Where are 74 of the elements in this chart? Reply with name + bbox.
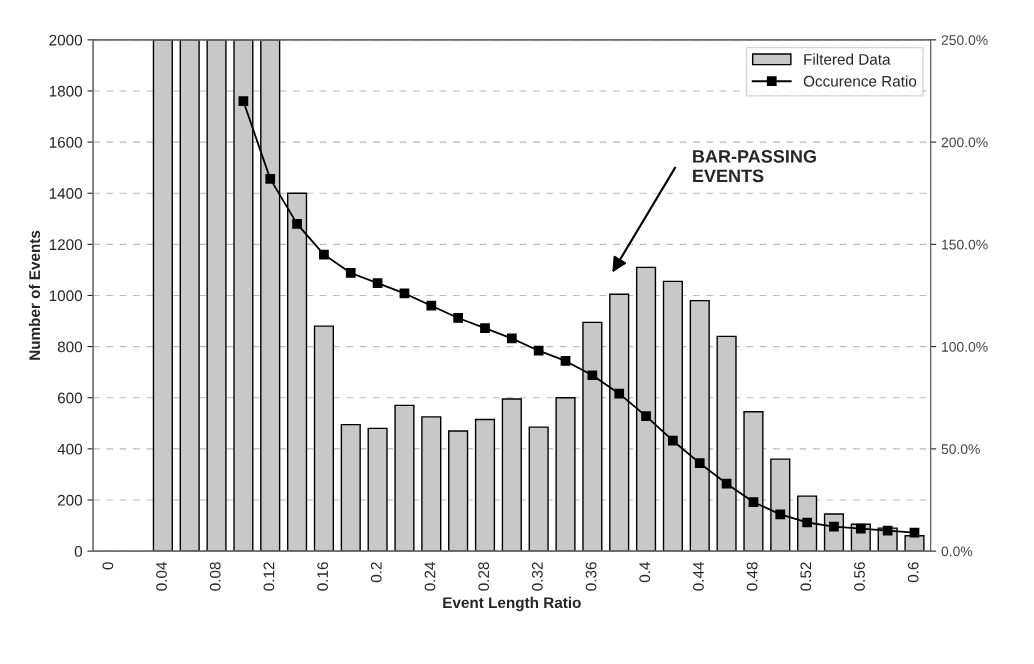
point [668, 435, 678, 446]
bar [340, 423, 361, 552]
x-tick-label: 0 [102, 562, 114, 570]
bar [313, 325, 335, 552]
y-tick-label: 0 [74, 545, 83, 557]
point [533, 345, 544, 356]
y-tick-label: 1600 [49, 136, 83, 148]
x-tick-label: 0.56 [854, 562, 865, 591]
point [560, 356, 571, 366]
point [453, 313, 464, 323]
annotation: BAR-PASSING EVENTS [693, 150, 816, 183]
y-tick-label: 400 [57, 443, 83, 455]
y2-tick-label: 200.0% [941, 137, 988, 148]
bar [179, 39, 200, 552]
legend-label: Occurence Ratio [803, 75, 917, 87]
x-tick-label: 0.16 [317, 562, 329, 591]
point [319, 249, 329, 260]
y-axis-title: Number of Events [28, 230, 41, 360]
y2-tick-label: 50.0% [941, 444, 980, 455]
x-tick-label: 0.12 [263, 562, 275, 591]
point [748, 497, 759, 507]
point [587, 370, 598, 381]
point [855, 523, 866, 534]
x-axis-title: Event Length Ratio [443, 596, 581, 612]
y-tick-label: 2000 [49, 34, 83, 46]
x-tick-label: 0.32 [531, 562, 543, 591]
y-tick-label: 800 [57, 341, 83, 353]
x-tick-label: 0.4 [639, 561, 651, 583]
y2-tick-label: 250.0% [941, 35, 988, 46]
x-tick-label: 0.44 [693, 561, 704, 591]
bar [448, 430, 469, 552]
point [238, 96, 249, 107]
x-tick-label: 0.48 [746, 562, 758, 591]
point [802, 517, 812, 528]
point [506, 333, 517, 344]
point [426, 300, 437, 311]
y-tick-label: 1000 [49, 290, 83, 302]
x-tick-label: 0.04 [156, 561, 167, 591]
y-tick-label: 1800 [49, 85, 83, 97]
x-tick-label: 0.36 [585, 562, 597, 591]
x-tick-label: 0.52 [800, 562, 812, 591]
y2-tick-label: 0.0% [941, 546, 973, 557]
bar [501, 398, 522, 552]
y2-tick-label: 100.0% [942, 341, 988, 352]
point [345, 268, 356, 278]
y-tick-label: 200 [57, 494, 83, 506]
x-tick-label: 0.28 [478, 562, 490, 591]
point [909, 527, 920, 538]
bar [528, 426, 549, 552]
point [775, 509, 786, 520]
y-tick-label: 600 [57, 392, 83, 404]
point [641, 411, 651, 422]
bar [474, 418, 496, 552]
bar [367, 427, 388, 552]
bar [555, 397, 576, 552]
bar [152, 39, 173, 552]
legend-label: Filtered Data [804, 53, 891, 65]
x-tick-label: 0.08 [209, 562, 221, 591]
y-tick-label: 1400 [49, 188, 83, 199]
point [614, 388, 625, 399]
bar [421, 416, 442, 552]
bar [394, 404, 415, 552]
x-tick-label: 0.24 [424, 561, 436, 591]
y2-tick-label: 150.0% [942, 239, 988, 250]
point [694, 458, 705, 469]
x-tick-label: 0.6 [907, 562, 919, 583]
point [265, 174, 276, 184]
point [480, 323, 490, 334]
point [292, 219, 302, 229]
point [882, 525, 893, 536]
y-tick-label: 1200 [49, 239, 83, 251]
point [372, 278, 383, 289]
bar [206, 39, 227, 552]
x-tick-label: 0.2 [370, 562, 382, 583]
